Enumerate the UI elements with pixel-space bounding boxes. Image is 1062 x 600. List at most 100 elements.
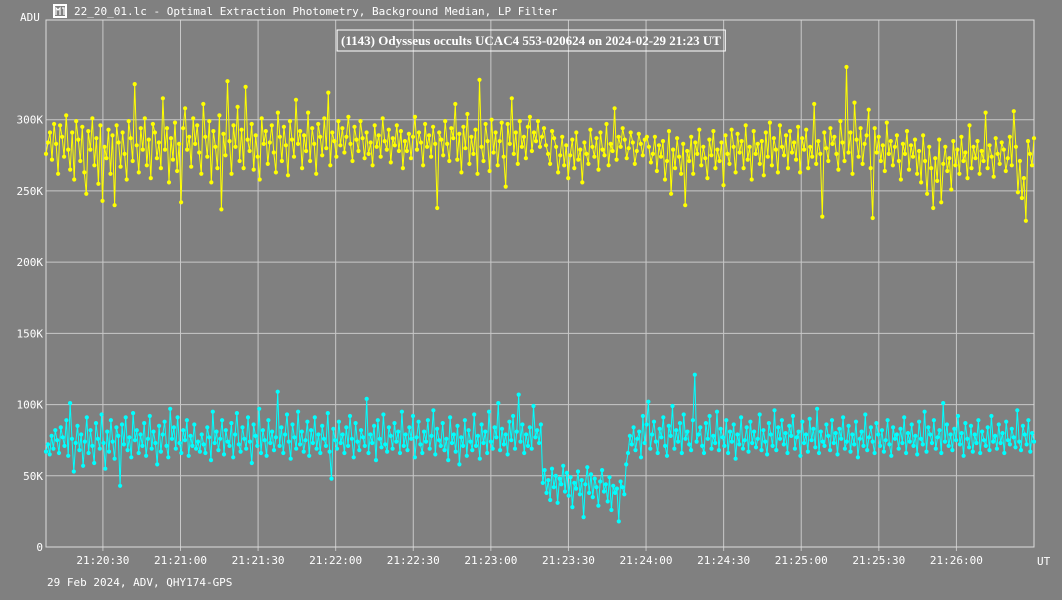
data-point [775,170,781,175]
data-point [207,119,212,124]
data-point [303,438,308,443]
data-point [438,443,443,448]
data-point [459,170,464,175]
data-point [833,431,838,436]
data-point [394,123,399,128]
data-point [90,116,95,121]
data-point [679,450,684,456]
data-point [162,419,167,424]
data-point [862,141,867,146]
data-point [874,421,879,426]
data-point [258,450,264,456]
data-point [399,409,404,414]
data-point [233,144,238,149]
y-tick-label: 200K [17,256,44,269]
data-point [132,82,137,87]
data-point [495,163,500,168]
data-point [523,156,529,161]
data-point [75,423,80,428]
data-point [440,421,445,426]
data-point [92,163,97,168]
data-point [433,141,438,146]
data-point [818,429,823,434]
data-point [637,429,642,434]
data-point [844,64,849,70]
data-point [227,443,232,448]
data-point [487,168,492,174]
data-point [892,436,898,441]
data-point [568,475,573,480]
data-point [596,503,601,508]
data-point [457,462,462,467]
data-point [900,141,906,146]
data-point [744,425,749,430]
data-point [638,141,643,146]
data-point [707,137,712,142]
data-point [118,164,123,169]
data-point [160,432,165,437]
data-point [154,156,159,161]
data-point [243,84,248,89]
data-point [927,144,932,149]
data-point [848,449,853,454]
data-point [1000,431,1005,436]
data-point [388,160,393,165]
data-point [183,106,188,111]
data-point [687,158,692,164]
data-point [687,442,692,447]
data-point [955,147,960,152]
data-point [808,144,813,149]
data-point [783,431,788,436]
x-tick-labels: 21:20:30 21:21:00 21:21:30 21:22:00 21:22:30… [76,554,982,567]
data-point [128,136,133,141]
data-point [676,439,681,444]
data-point [370,163,375,168]
data-point [209,180,214,185]
data-point [761,173,766,178]
data-point [74,119,79,124]
data-point [62,443,67,448]
data-point [631,425,636,430]
data-point [427,446,432,451]
data-point [751,129,756,134]
data-point [225,79,230,84]
data-point [822,443,827,448]
lightcurve-app-icon[interactable] [53,4,67,18]
data-point [672,446,677,451]
data-point [76,137,81,142]
data-point [769,163,775,168]
data-point [467,161,472,166]
data-point [64,418,69,423]
data-point [519,144,525,149]
data-point [852,100,857,105]
data-point [377,436,382,441]
data-point [221,131,226,136]
data-point [711,433,716,438]
data-point [562,489,568,494]
data-point [271,150,276,155]
data-point [743,123,748,128]
data-point [812,101,817,107]
data-point [407,425,412,430]
data-point [56,450,62,456]
data-point [360,136,365,141]
data-point [884,120,889,125]
data-point [197,150,202,155]
data-point [372,423,377,428]
data-point [201,442,206,447]
data-point [372,123,377,128]
data-point [878,443,883,448]
data-point [929,440,935,446]
data-point [58,425,63,430]
data-point [789,433,794,438]
data-point [234,411,239,416]
data-point [524,432,529,437]
data-point [834,151,839,156]
data-point [293,97,299,102]
data-point [902,151,908,156]
data-point [579,478,584,483]
data-point [866,107,871,112]
data-point [302,133,307,138]
data-point [229,171,234,176]
